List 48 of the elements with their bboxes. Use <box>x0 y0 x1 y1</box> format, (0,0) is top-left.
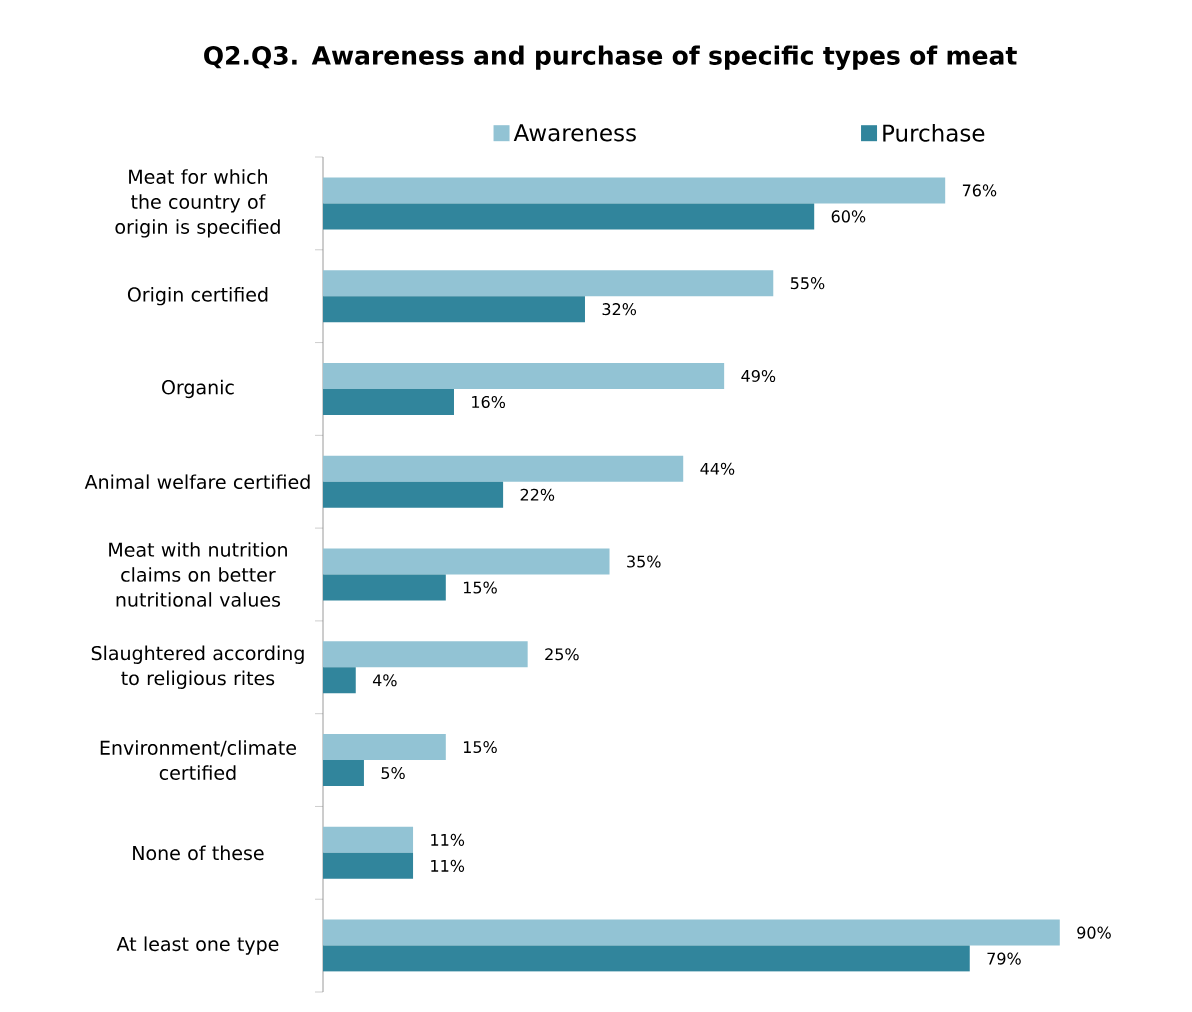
bar <box>323 362 725 389</box>
y-tick-label: At least one type <box>116 936 279 955</box>
y-tick-label: Animal welfare certified <box>84 474 310 490</box>
bar <box>323 481 504 508</box>
data-label: 55% <box>790 277 825 290</box>
y-tick-label: None of these <box>133 845 264 861</box>
data-label: 15% <box>463 581 497 594</box>
bar <box>323 203 815 230</box>
y-tick-label: Meat with nutrition claims on better nutritional values <box>109 542 287 607</box>
data-label: 90% <box>1077 926 1111 939</box>
legend-label: Awareness <box>513 124 636 142</box>
bar <box>323 574 446 601</box>
data-label: 35% <box>627 555 661 568</box>
bar <box>323 734 446 761</box>
data-label: 15% <box>463 741 497 754</box>
data-label: 76% <box>962 184 997 197</box>
y-tick-label: Environment/climate certified <box>100 740 296 780</box>
bar <box>323 270 774 297</box>
bar <box>323 641 528 668</box>
y-tick-label: Organic <box>162 379 234 399</box>
data-label: 44% <box>700 462 735 475</box>
bar <box>323 177 946 204</box>
bar <box>323 919 1060 946</box>
chart-title: Q2.Q3. Awareness and purchase of specific types of meat <box>204 45 1017 70</box>
bar <box>323 826 414 853</box>
bar <box>323 296 585 323</box>
legend-label: Purchase <box>883 123 985 142</box>
data-label: 32% <box>602 303 637 316</box>
bar <box>323 548 610 575</box>
bar <box>323 455 684 482</box>
data-label: 5% <box>381 767 405 780</box>
bar <box>323 760 364 787</box>
data-label: 25% <box>545 648 579 661</box>
bar <box>323 388 454 415</box>
bar <box>323 667 356 694</box>
data-label: 79% <box>987 952 1021 965</box>
data-label: 11% <box>431 859 465 872</box>
data-label: 11% <box>431 833 465 846</box>
data-label: 49% <box>741 369 776 382</box>
y-tick-label: Meat for which the country of origin is specified <box>115 169 280 238</box>
data-label: 60% <box>831 210 866 223</box>
bar <box>323 852 414 879</box>
y-tick-label: Slaughtered according to religious rites <box>91 645 304 689</box>
y-tick-label: Origin certified <box>127 286 268 306</box>
bar <box>323 945 970 972</box>
data-label: 22% <box>520 488 555 501</box>
data-label: 16% <box>472 395 506 408</box>
data-label: 4% <box>372 674 397 687</box>
